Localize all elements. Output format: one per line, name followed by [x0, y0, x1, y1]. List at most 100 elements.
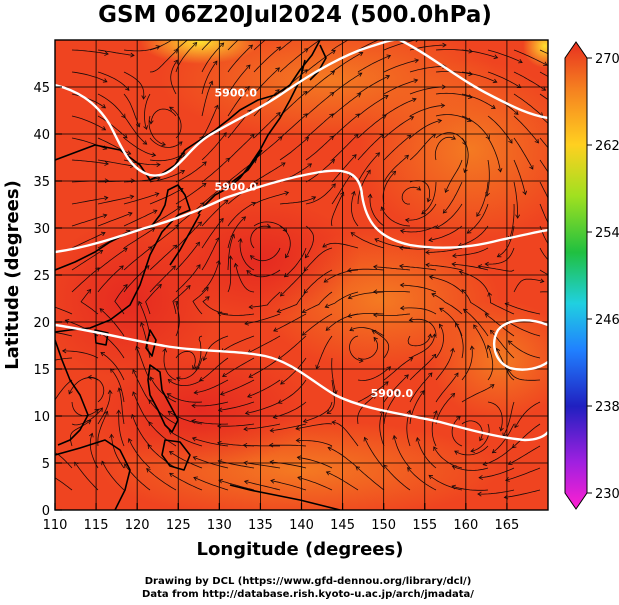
streamline-304	[399, 265, 437, 271]
streamline-322	[435, 203, 463, 229]
streamline-127	[227, 44, 253, 73]
streamline-23	[97, 93, 126, 118]
streamline-187	[243, 462, 281, 469]
streamline-248	[357, 394, 377, 425]
streamline-149	[253, 67, 280, 95]
streamline-83	[124, 463, 151, 491]
streamline-arrow-142	[191, 403, 196, 409]
streamline-arrow-263	[347, 294, 353, 300]
streamline-381	[539, 115, 548, 124]
streamline-389	[539, 291, 548, 293]
streamline-166	[218, 460, 255, 469]
streamline-63	[149, 40, 173, 51]
streamline-arrow-220	[303, 289, 309, 294]
streamline-107	[201, 60, 218, 95]
streamline-373	[502, 401, 515, 437]
streamline-156	[250, 225, 271, 249]
streamline-14	[55, 357, 73, 361]
streamline-arrow-234	[383, 95, 389, 100]
streamline-arrow-239	[351, 190, 356, 196]
streamline-348	[461, 289, 489, 315]
streamline-arrow-121	[166, 393, 172, 398]
streamline-162	[220, 379, 255, 395]
streamline-375	[483, 445, 515, 466]
streamline-arrow-9	[100, 231, 106, 237]
streamline-16	[71, 401, 99, 417]
coastlines	[55, 40, 341, 510]
streamline-10	[71, 250, 103, 271]
streamline-arrow-60	[116, 409, 122, 414]
streamline-173	[279, 137, 309, 161]
streamline-108	[201, 81, 213, 117]
streamline-176	[279, 225, 291, 258]
streamline-arrow-321	[442, 209, 448, 214]
streamline-362	[513, 159, 526, 195]
streamline-42	[123, 45, 160, 52]
streamline-40	[89, 433, 99, 469]
streamline-167	[218, 479, 255, 491]
streamline-arrow-96	[186, 284, 191, 290]
contour-north	[55, 40, 548, 177]
streamline-370	[484, 313, 515, 337]
streamline-61	[111, 434, 125, 469]
streamline-241	[323, 269, 359, 283]
x-tick-label-115: 115	[84, 518, 109, 533]
streamline-arrow-124	[168, 451, 174, 456]
streamline-arrow-266	[371, 329, 377, 335]
streamline-396	[508, 445, 541, 465]
contour-middle	[55, 169, 548, 254]
streamline-arrow-251	[325, 471, 331, 476]
streamline-arrow-206	[269, 427, 275, 433]
streamline-arrow-148	[276, 46, 282, 51]
streamline-arrow-337	[516, 83, 522, 88]
streamline-arrow-204	[277, 399, 283, 404]
streamline-327	[431, 293, 463, 315]
credit-line-1: Drawing by DCL (https://www.gfd-dennou.o…	[145, 576, 472, 587]
streamline-arrow-129	[245, 85, 250, 91]
streamline-37	[88, 376, 105, 403]
streamline-26	[97, 159, 134, 167]
streamline-232	[357, 55, 391, 73]
streamline-356	[451, 485, 489, 491]
streamline-43	[123, 71, 145, 100]
streamline-arrow-352	[499, 426, 504, 432]
streamline-20	[55, 477, 73, 491]
x-tick-label-160: 160	[453, 518, 478, 533]
streamline-arrow-241	[323, 278, 329, 283]
streamline-arrow-172	[303, 113, 308, 118]
streamline-arrow-269	[395, 390, 400, 396]
streamline-365	[497, 225, 515, 258]
streamline-194	[305, 135, 334, 161]
streamline-arrow-264	[347, 313, 352, 318]
streamline-arrow-230	[297, 475, 302, 481]
y-tick-label-5: 5	[42, 457, 50, 472]
streamline-arrow-259	[391, 170, 397, 176]
streamline-259	[382, 171, 396, 205]
streamline-191	[305, 70, 335, 95]
streamline-71	[149, 206, 182, 227]
streamline-arrow-156	[266, 223, 272, 229]
streamline-280	[401, 186, 421, 205]
streamline-343	[467, 203, 489, 234]
streamline-239	[351, 191, 359, 227]
streamline-359	[513, 93, 544, 117]
streamline-arrow-69	[180, 169, 186, 175]
streamline-arrow-11	[95, 267, 100, 272]
coast-mindanao	[161, 439, 191, 471]
streamline-392	[508, 340, 541, 359]
streamline-380	[539, 93, 548, 101]
streamline-350	[473, 324, 489, 359]
streamline-arrow-188	[243, 479, 249, 485]
streamline-arrow-240	[322, 243, 327, 248]
streamline-arrow-32	[119, 265, 124, 270]
streamline-arrow-8	[102, 213, 108, 219]
streamline-185	[243, 423, 281, 430]
streamline-5	[71, 159, 109, 165]
streamline-arrow-253	[414, 58, 420, 64]
streamline-arrow-22	[124, 86, 130, 91]
streamline-54	[114, 284, 128, 315]
streamline-arrow-307	[408, 317, 414, 323]
streamline-arrow-151	[276, 112, 281, 117]
streamline-383	[539, 159, 548, 173]
